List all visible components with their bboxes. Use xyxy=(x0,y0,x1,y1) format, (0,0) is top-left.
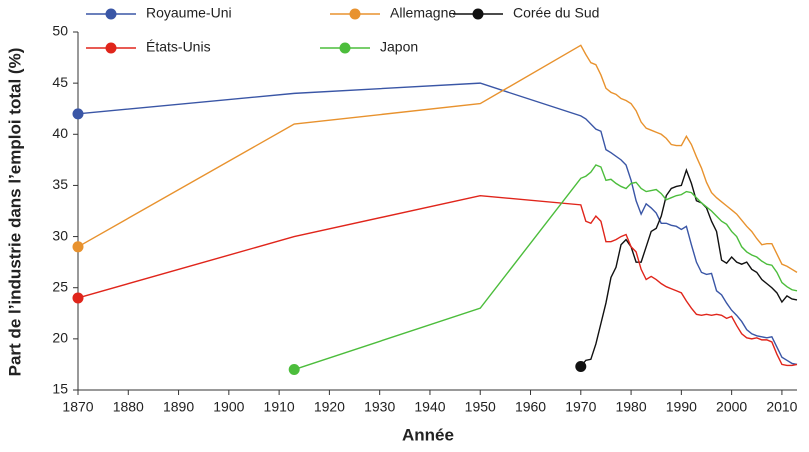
start-marker xyxy=(288,364,300,376)
y-axis-title: Part de l’industrie dans l’emploi total … xyxy=(5,48,24,377)
x-tick-label: 1910 xyxy=(264,399,295,415)
series-line xyxy=(293,164,798,371)
legend-label: États-Unis xyxy=(146,39,211,55)
y-tick-label: 20 xyxy=(52,330,68,346)
series-line xyxy=(77,44,798,273)
y-tick-label: 50 xyxy=(52,23,68,39)
y-tick-label: 35 xyxy=(52,176,68,192)
legend-label: Corée du Sud xyxy=(513,5,599,21)
x-tick-label: 1970 xyxy=(565,399,596,415)
x-tick-label: 1920 xyxy=(314,399,345,415)
start-marker xyxy=(575,360,587,372)
start-marker xyxy=(72,292,84,304)
x-tick-label: 1930 xyxy=(364,399,395,415)
start-marker xyxy=(72,241,84,253)
y-tick-label: 25 xyxy=(52,278,68,294)
legend-marker xyxy=(339,42,351,54)
x-tick-label: 1870 xyxy=(62,399,93,415)
x-tick-label: 1900 xyxy=(213,399,244,415)
legend-label: Japon xyxy=(380,39,418,55)
y-tick-label: 15 xyxy=(52,381,68,397)
x-tick-label: 1950 xyxy=(465,399,496,415)
x-tick-label: 1940 xyxy=(414,399,445,415)
y-tick-label: 30 xyxy=(52,227,68,243)
legend-marker xyxy=(105,8,117,20)
series-line xyxy=(77,194,798,367)
x-tick-label: 1960 xyxy=(515,399,546,415)
legend-label: Allemagne xyxy=(390,5,456,21)
legend-marker xyxy=(349,8,361,20)
x-tick-label: 1890 xyxy=(163,399,194,415)
start-marker xyxy=(72,108,84,120)
y-tick-label: 40 xyxy=(52,125,68,141)
legend-marker xyxy=(472,8,484,20)
x-tick-label: 1990 xyxy=(666,399,697,415)
x-axis-title: Année xyxy=(402,425,454,444)
x-tick-label: 1980 xyxy=(615,399,646,415)
x-tick-label: 2000 xyxy=(716,399,747,415)
series-line xyxy=(77,82,798,366)
legend-marker xyxy=(105,42,117,54)
legend-label: Royaume-Uni xyxy=(146,5,232,21)
series-line xyxy=(580,167,798,367)
x-tick-label: 1880 xyxy=(113,399,144,415)
x-tick-label: 2010 xyxy=(766,399,797,415)
y-tick-label: 45 xyxy=(52,74,68,90)
